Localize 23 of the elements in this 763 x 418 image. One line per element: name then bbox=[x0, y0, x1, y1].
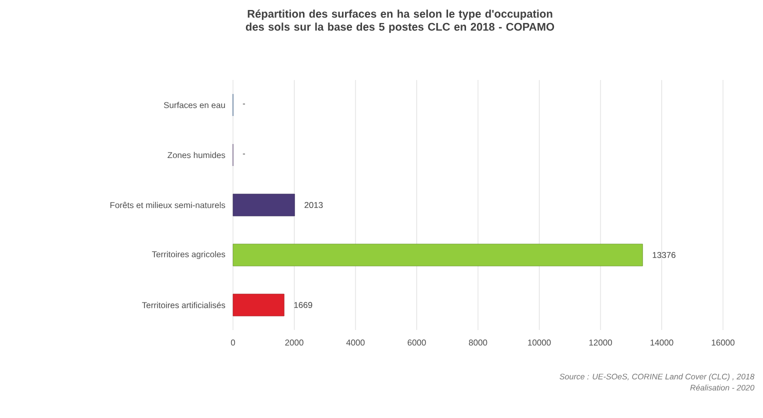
x-tick-label: 10000 bbox=[528, 340, 551, 346]
x-tick-label: 6000 bbox=[408, 340, 426, 346]
source-note: Source : UE-SOeS, CORINE Land Cover (CLC) , 2018 bbox=[560, 374, 754, 381]
y-tick-label: Surfaces en eau bbox=[164, 102, 225, 108]
bar bbox=[232, 294, 284, 316]
x-tick-label: 0 bbox=[230, 340, 236, 346]
x-tick-label: 16000 bbox=[712, 340, 734, 346]
x-tick-label: 4000 bbox=[346, 340, 365, 346]
chart-title: Répartition des surfaces en ha selon le type d'occupation des sols sur la base des 5 postes CLC en 2018 - COPAMO bbox=[246, 10, 554, 33]
x-tick-label: 14000 bbox=[650, 340, 674, 346]
y-tick-label: Forêts et milieux semi-naturels bbox=[110, 202, 226, 208]
x-tick-label: 2000 bbox=[285, 340, 304, 346]
x-tick-label: 12000 bbox=[589, 340, 612, 346]
bar bbox=[232, 244, 643, 266]
y-tick-label: Territoires agricoles bbox=[152, 251, 226, 259]
y-tick-label: Territoires artificialisés bbox=[142, 302, 226, 308]
data-label: 2013 bbox=[304, 202, 323, 208]
text: Réalisation - 2020 bbox=[690, 384, 754, 390]
x-tick-label: 8000 bbox=[468, 340, 488, 346]
data-label: 1669 bbox=[294, 302, 312, 308]
data-label: 13376 bbox=[652, 252, 676, 258]
bar bbox=[232, 194, 295, 216]
y-tick-label: Zones humides bbox=[168, 152, 226, 158]
